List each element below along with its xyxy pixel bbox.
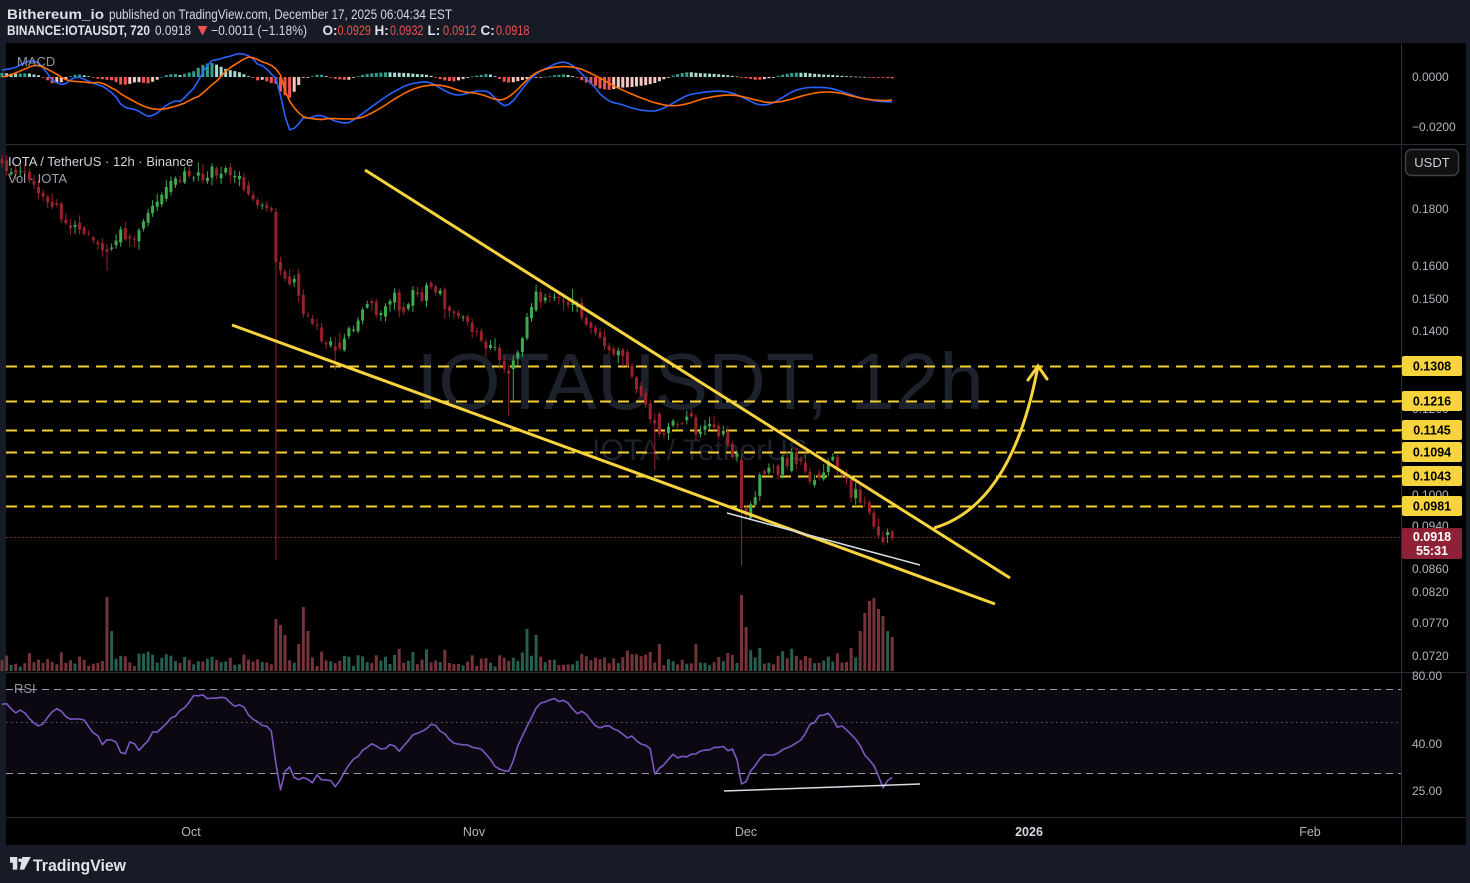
svg-text:0.0932: 0.0932 (390, 23, 424, 38)
svg-text:TradingView: TradingView (33, 857, 126, 875)
svg-text:IOTA / TetherUS · 12h · Binanc: IOTA / TetherUS · 12h · Binance (8, 154, 193, 169)
svg-text:0.1308: 0.1308 (1413, 360, 1451, 374)
svg-text:0.0918: 0.0918 (1413, 530, 1451, 544)
svg-text:USDT: USDT (1414, 155, 1449, 170)
svg-text:Vol · IOTA: Vol · IOTA (8, 171, 67, 186)
svg-text:0.0720: 0.0720 (1412, 649, 1449, 663)
svg-text:55:31: 55:31 (1416, 544, 1448, 558)
svg-text:40.00: 40.00 (1412, 737, 1442, 751)
svg-text:0.0820: 0.0820 (1412, 585, 1449, 599)
svg-text:0.0918: 0.0918 (496, 23, 530, 38)
svg-text:0.1500: 0.1500 (1412, 292, 1449, 306)
svg-text:H:: H: (375, 23, 389, 38)
svg-text:0.1145: 0.1145 (1413, 424, 1451, 438)
svg-text:−0.0200: −0.0200 (1412, 120, 1456, 134)
svg-text:80.00: 80.00 (1412, 669, 1442, 683)
svg-text:Nov: Nov (463, 825, 486, 839)
svg-text:0.0770: 0.0770 (1412, 616, 1449, 630)
svg-text:Dec: Dec (735, 825, 757, 839)
svg-text:RSI: RSI (14, 681, 36, 696)
svg-text:−0.0011 (−1.18%): −0.0011 (−1.18%) (211, 23, 307, 38)
svg-text:C:: C: (481, 23, 495, 38)
svg-text:0.1800: 0.1800 (1412, 202, 1449, 216)
svg-text:0.0912: 0.0912 (443, 23, 477, 38)
svg-text:0.0929: 0.0929 (338, 23, 372, 38)
svg-text:0.0981: 0.0981 (1413, 500, 1451, 514)
svg-text:IOTA / TetherUS: IOTA / TetherUS (592, 434, 808, 467)
svg-text:0.1043: 0.1043 (1413, 470, 1451, 484)
svg-text:Bithereum_io: Bithereum_io (7, 7, 104, 22)
svg-text:published on TradingView.com,: published on TradingView.com, December 1… (109, 7, 452, 22)
svg-text:Oct: Oct (181, 825, 201, 839)
svg-text:2026: 2026 (1015, 825, 1043, 839)
svg-text:0.0918: 0.0918 (155, 23, 191, 38)
svg-text:L:: L: (428, 23, 441, 38)
svg-text:0.0000: 0.0000 (1412, 70, 1449, 84)
svg-text:25.00: 25.00 (1412, 784, 1442, 798)
svg-text:0.1400: 0.1400 (1412, 324, 1449, 338)
svg-text:0.0860: 0.0860 (1412, 562, 1449, 576)
svg-text:O:: O: (323, 23, 338, 38)
svg-text:0.1600: 0.1600 (1412, 259, 1449, 273)
svg-text:Feb: Feb (1299, 825, 1321, 839)
svg-text:0.1216: 0.1216 (1413, 395, 1451, 409)
svg-text:BINANCE:IOTAUSDT, 720: BINANCE:IOTAUSDT, 720 (7, 23, 150, 38)
svg-text:MACD: MACD (17, 54, 55, 69)
svg-text:0.1094: 0.1094 (1413, 446, 1451, 460)
